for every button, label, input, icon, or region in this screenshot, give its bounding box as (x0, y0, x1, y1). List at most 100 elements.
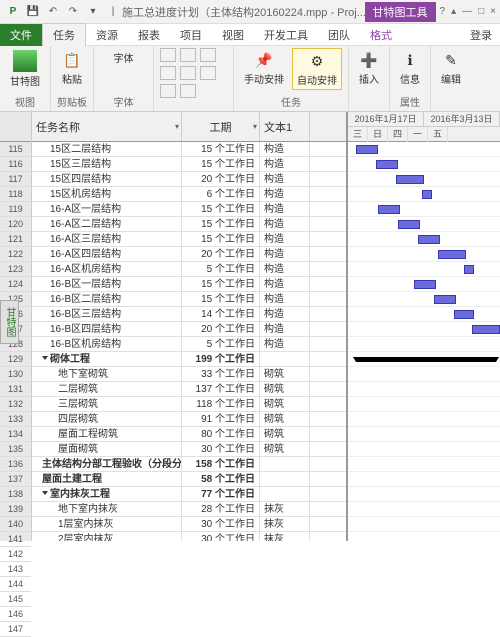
cell-text1[interactable]: 抹灰 (260, 502, 310, 516)
cell-duration[interactable]: 15 个工作日 (182, 157, 260, 171)
cell-name[interactable]: 16-A区机房结构 (32, 262, 182, 276)
table-row[interactable]: 二层砌筑137 个工作日砌筑 (32, 382, 346, 397)
cell-text1[interactable]: 砌筑 (260, 397, 310, 411)
gantt-bar[interactable] (398, 220, 420, 229)
gantt-bar[interactable] (414, 280, 436, 289)
task-grid[interactable]: 任务名称▾ 工期▾ 文本1 15区二层结构15 个工作日构造15区三层结构15 … (32, 112, 346, 541)
cell-duration[interactable]: 15 个工作日 (182, 232, 260, 246)
row-number[interactable]: 138 (0, 487, 31, 502)
cell-duration[interactable]: 15 个工作日 (182, 277, 260, 291)
tab-project[interactable]: 项目 (170, 24, 212, 46)
cell-text1[interactable]: 构造 (260, 277, 310, 291)
table-row[interactable]: 三层砌筑118 个工作日砌筑 (32, 397, 346, 412)
row-number[interactable]: 146 (0, 607, 31, 622)
cell-duration[interactable]: 20 个工作日 (182, 322, 260, 336)
row-number[interactable]: 135 (0, 442, 31, 457)
cell-name[interactable]: 16-B区二层结构 (32, 292, 182, 306)
cell-duration[interactable]: 15 个工作日 (182, 142, 260, 156)
edit-button[interactable]: ✎ 编辑 (437, 48, 465, 88)
qat-more-icon[interactable]: ▾ (84, 3, 102, 21)
gantt-bar[interactable] (434, 295, 456, 304)
cell-duration[interactable]: 118 个工作日 (182, 397, 260, 411)
table-row[interactable]: 16-B区机房结构5 个工作日构造 (32, 337, 346, 352)
table-row[interactable]: 15区二层结构15 个工作日构造 (32, 142, 346, 157)
row-number[interactable]: 121 (0, 232, 31, 247)
row-number[interactable]: 137 (0, 472, 31, 487)
side-tab-gantt[interactable]: 甘特图 (0, 300, 19, 344)
cell-name[interactable]: 主体结构分部工程验收（分段分层） (32, 457, 182, 471)
cell-name[interactable]: 地下室砌筑 (32, 367, 182, 381)
table-row[interactable]: 室内抹灰工程77 个工作日 (32, 487, 346, 502)
table-row[interactable]: 16-B区二层结构15 个工作日构造 (32, 292, 346, 307)
tab-task[interactable]: 任务 (42, 23, 86, 46)
row-number[interactable]: 132 (0, 397, 31, 412)
cell-duration[interactable]: 20 个工作日 (182, 247, 260, 261)
close-icon[interactable]: × (490, 6, 496, 17)
cell-name[interactable]: 15区三层结构 (32, 157, 182, 171)
cell-duration[interactable]: 15 个工作日 (182, 202, 260, 216)
table-row[interactable]: 2层室内抹灰30 个工作日抹灰 (32, 532, 346, 541)
row-number[interactable]: 118 (0, 187, 31, 202)
gantt-bar[interactable] (454, 310, 474, 319)
cell-text1[interactable]: 构造 (260, 157, 310, 171)
cell-duration[interactable]: 58 个工作日 (182, 472, 260, 486)
row-number[interactable]: 144 (0, 577, 31, 592)
cell-name[interactable]: 地下室内抹灰 (32, 502, 182, 516)
cell-name[interactable]: 15区二层结构 (32, 142, 182, 156)
cell-text1[interactable]: 砌筑 (260, 412, 310, 426)
table-row[interactable]: 16-B区三层结构14 个工作日构造 (32, 307, 346, 322)
cell-duration[interactable]: 6 个工作日 (182, 187, 260, 201)
app-logo-icon[interactable]: P (4, 3, 22, 21)
table-row[interactable]: 16-B区一层结构15 个工作日构造 (32, 277, 346, 292)
cell-duration[interactable]: 137 个工作日 (182, 382, 260, 396)
cell-text1[interactable]: 砌筑 (260, 427, 310, 441)
cell-text1[interactable]: 构造 (260, 292, 310, 306)
cell-text1[interactable]: 构造 (260, 322, 310, 336)
cell-duration[interactable]: 80 个工作日 (182, 427, 260, 441)
col-duration[interactable]: 工期▾ (182, 112, 260, 141)
cell-duration[interactable]: 158 个工作日 (182, 457, 260, 471)
cell-name[interactable]: 屋面砌筑 (32, 442, 182, 456)
gantt-view-button[interactable]: 甘特图 (6, 48, 44, 90)
minimize-icon[interactable]: — (462, 6, 472, 17)
paste-button[interactable]: 📋 粘贴 (58, 48, 86, 88)
cell-name[interactable]: 16-B区四层结构 (32, 322, 182, 336)
row-number[interactable]: 122 (0, 247, 31, 262)
row-number[interactable]: 129 (0, 352, 31, 367)
cell-text1[interactable]: 砌筑 (260, 382, 310, 396)
row-number[interactable]: 142 (0, 547, 31, 562)
cell-duration[interactable]: 30 个工作日 (182, 517, 260, 531)
table-row[interactable]: 屋面工程砌筑80 个工作日砌筑 (32, 427, 346, 442)
cell-duration[interactable]: 5 个工作日 (182, 337, 260, 351)
row-number[interactable]: 123 (0, 262, 31, 277)
table-row[interactable]: 主体结构分部工程验收（分段分层）158 个工作日 (32, 457, 346, 472)
cell-text1[interactable] (260, 457, 310, 471)
cell-text1[interactable] (260, 352, 310, 366)
cell-name[interactable]: 15区机房结构 (32, 187, 182, 201)
info-button[interactable]: ℹ 信息 (396, 48, 424, 88)
cell-text1[interactable]: 构造 (260, 307, 310, 321)
row-number[interactable]: 139 (0, 502, 31, 517)
row-number[interactable]: 134 (0, 427, 31, 442)
table-row[interactable]: 四层砌筑91 个工作日砌筑 (32, 412, 346, 427)
table-row[interactable]: 15区三层结构15 个工作日构造 (32, 157, 346, 172)
cell-text1[interactable]: 构造 (260, 217, 310, 231)
cell-text1[interactable]: 抹灰 (260, 517, 310, 531)
cell-text1[interactable]: 构造 (260, 187, 310, 201)
tab-file[interactable]: 文件 (0, 24, 42, 46)
undo-icon[interactable]: ↶ (44, 3, 62, 21)
tab-resource[interactable]: 资源 (86, 24, 128, 46)
tab-team[interactable]: 团队 (318, 24, 360, 46)
cell-text1[interactable]: 构造 (260, 172, 310, 186)
tab-report[interactable]: 报表 (128, 24, 170, 46)
row-number[interactable]: 141 (0, 532, 31, 547)
cell-name[interactable]: 四层砌筑 (32, 412, 182, 426)
row-number[interactable]: 145 (0, 592, 31, 607)
row-number[interactable]: 133 (0, 412, 31, 427)
cell-name[interactable]: 室内抹灰工程 (32, 487, 182, 501)
login-link[interactable]: 登录 (462, 24, 500, 46)
cell-duration[interactable]: 28 个工作日 (182, 502, 260, 516)
row-number[interactable]: 124 (0, 277, 31, 292)
redo-icon[interactable]: ↷ (64, 3, 82, 21)
cell-name[interactable]: 16-B区机房结构 (32, 337, 182, 351)
